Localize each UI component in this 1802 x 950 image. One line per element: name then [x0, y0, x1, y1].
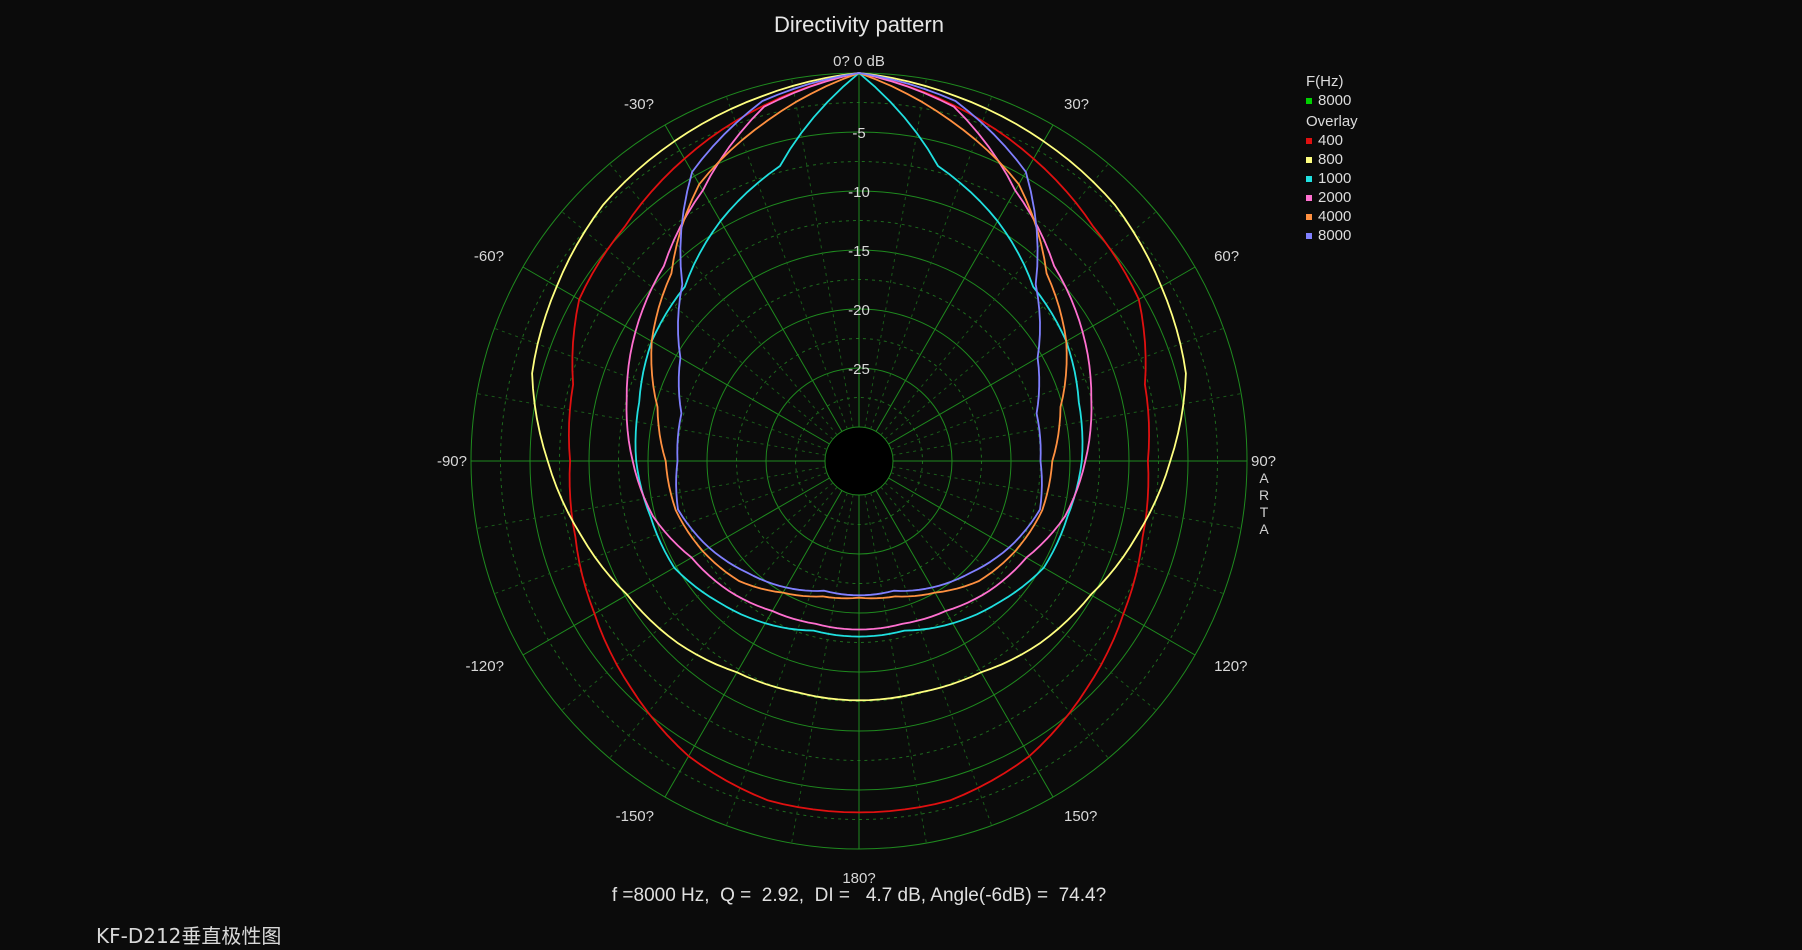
legend-swatch [1306, 232, 1312, 239]
summary-line: f =8000 Hz, Q = 2.92, DI = 4.7 dB, Angle… [611, 885, 1107, 906]
chart-title: Directivity pattern [774, 12, 944, 37]
legend-overlay-list: 400 800 1000 2000 4000 8000 [1306, 131, 1358, 245]
legend-label: 8000 [1318, 92, 1352, 109]
angle-label: -90? [437, 453, 467, 470]
grid-spoke-minor [725, 492, 848, 826]
grid-spoke-minor [494, 327, 828, 450]
arta-letter: T [1259, 504, 1269, 520]
grid-spoke-major [875, 490, 1054, 798]
legend-swatch [1306, 194, 1312, 201]
angle-label: 60? [1214, 248, 1239, 265]
r-tick-label: -25 [848, 361, 870, 378]
legend-item-8000: 8000 [1306, 226, 1358, 245]
grid-spoke-minor [476, 466, 826, 529]
legend-label: 8000 [1318, 227, 1352, 244]
grid-spoke-minor [561, 482, 834, 711]
grid-spoke-major [888, 477, 1196, 656]
grid-spoke-minor [791, 78, 854, 428]
angle-label: -150? [616, 808, 654, 825]
legend-item-800: 800 [1306, 150, 1358, 169]
angle-label: 120? [1214, 658, 1247, 675]
angle-label: 180? [842, 870, 875, 887]
legend-label: 400 [1318, 132, 1344, 149]
r-tick-label: -5 [852, 125, 865, 142]
r-tick-label: -20 [848, 302, 870, 319]
polar-curves [531, 72, 1187, 814]
legend-item-current: 8000 [1306, 91, 1358, 110]
grid-spoke-major [522, 477, 830, 656]
r-tick-label: -15 [848, 243, 870, 260]
arta-letter: A [1259, 521, 1269, 537]
legend-label: 800 [1318, 151, 1344, 168]
grid-spoke-minor [880, 163, 1109, 436]
grid-spoke-minor [791, 494, 854, 844]
angle-label: 90? [1251, 453, 1276, 470]
legend: F(Hz) 8000 Overlay 400 800 1000 2000 4000 800… [1306, 72, 1358, 245]
legend-swatch [1306, 97, 1312, 104]
grid-spoke-minor [890, 327, 1224, 450]
legend-item-400: 400 [1306, 131, 1358, 150]
caption: KF-D212垂直极性图 [96, 924, 282, 948]
grid-spoke-minor [884, 211, 1157, 440]
grid-spoke-minor [870, 96, 993, 430]
legend-title-current: F(Hz) [1306, 73, 1344, 90]
angle-label: 30? [1064, 96, 1089, 113]
grid-spoke-minor [884, 482, 1157, 711]
grid-spoke-major [664, 124, 843, 432]
legend-item-1000: 1000 [1306, 169, 1358, 188]
grid-spoke-minor [561, 211, 834, 440]
legend-swatch [1306, 156, 1312, 163]
angle-label: -30? [624, 96, 654, 113]
legend-label: 4000 [1318, 208, 1352, 225]
r-tick-label: -10 [848, 184, 870, 201]
legend-label: 2000 [1318, 189, 1352, 206]
grid-spoke-minor [890, 472, 1224, 595]
grid-spoke-major [664, 490, 843, 798]
angle-label-0: 0? 0 dB [833, 53, 885, 70]
grid-spoke-minor [880, 486, 1109, 759]
angle-label: 150? [1064, 808, 1097, 825]
legend-swatch [1306, 137, 1312, 144]
angle-label: -120? [466, 658, 504, 675]
legend-item-2000: 2000 [1306, 188, 1358, 207]
grid-spoke-major [875, 124, 1054, 432]
grid-spoke-minor [609, 486, 838, 759]
grid-spoke-minor [870, 492, 993, 826]
grid-spoke-major [888, 266, 1196, 445]
arta-letter: R [1258, 487, 1270, 503]
grid-spoke-major [522, 266, 830, 445]
legend-item-4000: 4000 [1306, 207, 1358, 226]
grid-spoke-minor [725, 96, 848, 430]
grid-spoke-minor [864, 494, 927, 844]
grid-spoke-minor [494, 472, 828, 595]
grid-spoke-minor [609, 163, 838, 436]
series-8000-curve [675, 72, 1043, 597]
grid-spoke-minor [892, 466, 1242, 529]
arta-letter: A [1259, 470, 1269, 486]
polar-labels: -5 -10 -15 -20 -25 0? 0 dB 30? 60? 90? 120? 150? 18… [437, 53, 1276, 887]
legend-swatch [1306, 175, 1312, 182]
grid-spoke-minor [864, 78, 927, 428]
legend-swatch [1306, 213, 1312, 220]
angle-label: -60? [474, 248, 504, 265]
legend-label: 1000 [1318, 170, 1352, 187]
legend-title-overlay: Overlay [1306, 113, 1358, 130]
grid-center [824, 426, 894, 496]
